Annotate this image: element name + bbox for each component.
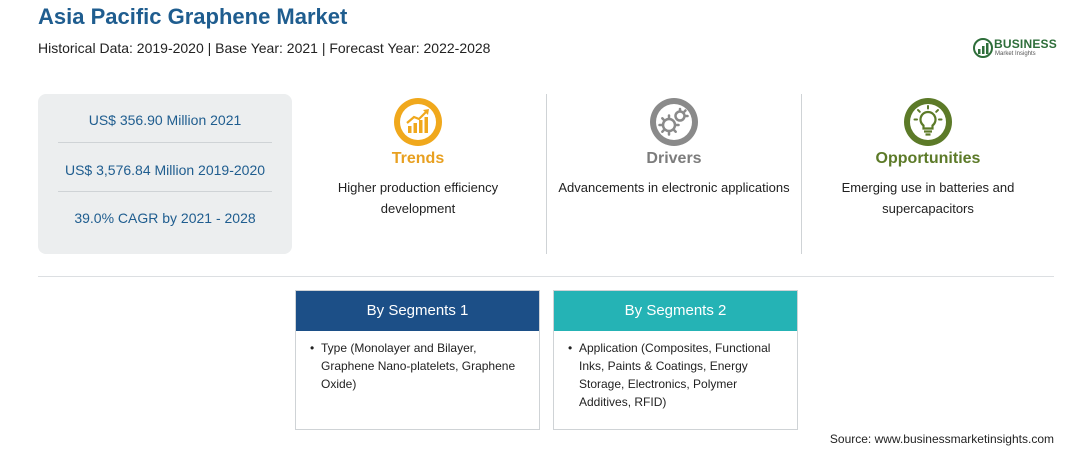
segment-card-2: By Segments 2 • Application (Composites,… [553,290,798,430]
page-title: Asia Pacific Graphene Market [38,4,348,29]
segment-1-text: Type (Monolayer and Bilayer, Graphene Na… [321,341,516,391]
logo-sub-text: Market Insights [995,51,1036,57]
stat-market-value-2021: US$ 356.90 Million 2021 [88,112,242,128]
opportunities-heading: Opportunities [875,150,981,167]
stats-divider [58,142,272,143]
segment-2-text: Application (Composites, Functional Inks… [579,341,771,409]
trends-column: Trends Higher production efficiency deve… [300,96,536,219]
column-divider [801,94,802,254]
drivers-description: Advancements in electronic applications [558,180,790,195]
rising-chart-icon [394,98,442,146]
trends-heading: Trends [391,150,445,167]
logo-mark-icon [973,38,993,58]
company-logo: BUSINESS Market Insights [972,36,1062,62]
section-divider [38,276,1054,277]
logo-brand-text: BUSINESS [994,37,1057,51]
stats-panel: US$ 356.90 Million 2021 US$ 3,576.84 Mil… [38,94,292,254]
trends-description: Higher production efficiency development [337,180,499,216]
stat-historical-value: US$ 3,576.84 Million 2019-2020 [64,162,266,178]
drivers-column: Drivers Advancements in electronic appli… [556,96,792,198]
stats-divider [58,191,272,192]
bullet-icon: • [568,341,573,355]
page-subtitle: Historical Data: 2019-2020 | Base Year: … [38,40,491,56]
bullet-icon: • [310,341,315,355]
opportunities-column: Opportunities Emerging use in batteries … [810,96,1046,219]
segment-1-header: By Segments 1 [296,291,539,331]
source-citation: Source: www.businessmarketinsights.com [829,432,1054,446]
segment-card-1: By Segments 1 • Type (Monolayer and Bila… [295,290,540,430]
segment-2-header: By Segments 2 [554,291,797,331]
segment-1-body: • Type (Monolayer and Bilayer, Graphene … [296,331,539,393]
segment-2-body: • Application (Composites, Functional In… [554,331,797,411]
opportunities-description: Emerging use in batteries and supercapac… [841,180,1015,216]
lightbulb-icon [904,98,952,146]
gears-icon [650,98,698,146]
column-divider [546,94,547,254]
drivers-heading: Drivers [646,150,702,167]
stat-cagr: 39.0% CAGR by 2021 - 2028 [74,210,256,226]
